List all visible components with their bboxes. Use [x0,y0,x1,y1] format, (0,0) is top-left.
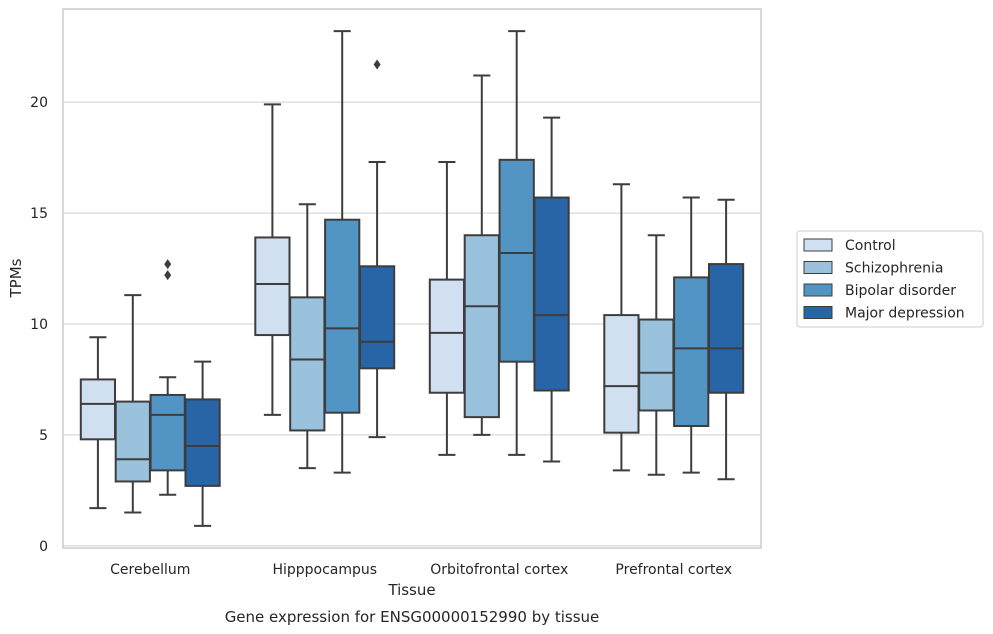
box-prefrontal-cortex-major-depression [707,198,745,481]
y-tick-label: 0 [39,539,48,555]
y-tick-label: 5 [39,428,48,444]
box-iqr [603,314,640,434]
box-hipppocampus-control [254,103,291,416]
box-iqr [79,378,117,441]
box-iqr [498,158,535,363]
box-orbitofrontal-cortex-major-depression [533,116,570,463]
box-hipppocampus-major-depression [358,59,396,439]
legend: Control Schizophrenia Bipolar disorder Majo… [796,230,984,328]
legend-label: Control [845,238,896,254]
outlier-point [373,59,381,70]
outlier-point [164,259,172,270]
legend-frame [796,230,984,328]
legend-swatch [803,238,833,252]
y-tick-labels: 0 5 10 15 20 [30,95,48,555]
x-tick-label: Orbitofrontal cortex [430,562,568,578]
legend-swatch [803,306,833,319]
box-iqr [673,276,710,428]
box-iqr [463,234,500,419]
box-hipppocampus-bipolar-disorder [324,30,361,474]
box-iqr [533,196,570,392]
box-iqr [707,263,745,394]
box-prefrontal-cortex-bipolar-disorder [673,196,710,474]
box-cerebellum-control [79,336,117,510]
legend-label: Schizophrenia [845,261,943,277]
y-tick-label: 10 [30,317,48,333]
box-cerebellum-bipolar-disorder [149,259,186,496]
x-tick-label: Prefrontal cortex [615,562,732,578]
chart-caption: Gene expression for ENSG00000152990 by t… [225,608,600,626]
box-orbitofrontal-cortex-bipolar-disorder [498,30,535,456]
box-hipppocampus-schizophrenia [289,203,326,470]
x-tick-label: Hipppocampus [272,562,377,578]
legend-label: Major depression [845,306,965,322]
box-iqr [324,218,361,414]
box-iqr [289,296,326,432]
x-tick-labels: Cerebellum Hipppocampus Orbitofrontal cort… [110,562,732,578]
y-tick-label: 20 [30,95,48,111]
legend-label: Bipolar disorder [845,283,956,299]
box-orbitofrontal-cortex-schizophrenia [463,74,500,436]
box-cerebellum-major-depression [184,360,221,527]
boxes-layer [79,30,745,527]
plot-frame [62,8,762,549]
y-tick-label: 15 [30,206,48,222]
box-iqr [114,400,151,483]
legend-swatch [803,261,833,274]
box-iqr [184,398,221,487]
x-tick-label: Cerebellum [110,562,190,578]
outlier-point [164,270,172,281]
x-axis-label: Tissue [387,581,435,599]
box-iqr [149,393,186,472]
box-prefrontal-cortex-control [603,183,640,472]
legend-swatch [803,283,833,297]
box-iqr [358,265,396,370]
box-cerebellum-schizophrenia [114,294,151,514]
box-prefrontal-cortex-schizophrenia [638,234,675,476]
box-iqr [638,318,675,412]
box-iqr [254,236,291,337]
y-axis-label: TPMs [7,258,25,298]
box-iqr [428,278,466,394]
